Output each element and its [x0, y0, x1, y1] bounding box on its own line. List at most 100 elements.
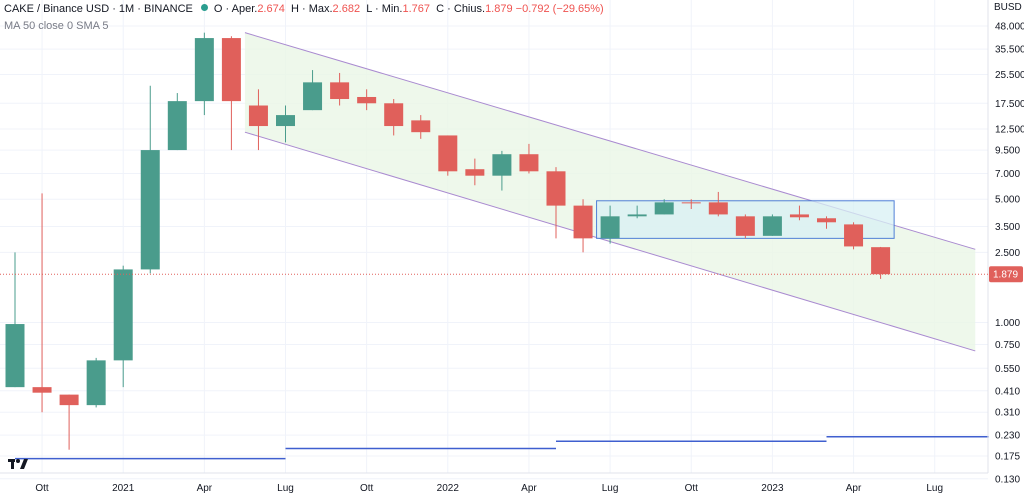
y-tick-label: 25.500 [995, 70, 1024, 81]
candle[interactable] [5, 252, 25, 388]
y-tick-label: 5.000 [995, 195, 1020, 206]
low-label: L [366, 3, 372, 15]
y-tick-label: 2.500 [995, 248, 1020, 259]
close-value: 1.879 [485, 3, 513, 15]
candle-body [519, 154, 539, 172]
candle-body [844, 224, 864, 247]
candle[interactable] [844, 222, 864, 250]
candle[interactable] [735, 214, 755, 239]
candle-body [438, 135, 458, 172]
candle[interactable] [194, 32, 214, 116]
low-value: 1.767 [402, 3, 431, 15]
low-key: Min. [381, 3, 403, 15]
candle[interactable] [86, 357, 106, 408]
close-key: Chius. [453, 3, 486, 15]
candle-body [248, 105, 268, 127]
high-value: 2.682 [332, 3, 361, 15]
y-tick-label: 7.000 [995, 169, 1020, 180]
candle[interactable] [167, 93, 187, 151]
candle-body [465, 169, 485, 176]
y-tick-label: 0.750 [995, 340, 1020, 351]
x-tick-label: Lug [277, 483, 294, 494]
x-tick-label: Ott [685, 483, 699, 494]
y-tick-label: 1.000 [995, 318, 1020, 329]
candle[interactable] [276, 105, 295, 143]
y-tick-label: 0.310 [995, 408, 1020, 419]
candle-body [384, 103, 404, 127]
open-key: Aper. [231, 3, 258, 15]
candle-body [546, 171, 566, 206]
high-label: H [290, 3, 299, 15]
time-axis[interactable]: Ott 2021 Apr Lug Ott 2022 Apr Lug Ott 2023 Apr Lug [35, 483, 943, 494]
y-tick-label: 0.410 [995, 386, 1020, 397]
candle-body [32, 387, 52, 393]
candle[interactable] [627, 205, 647, 219]
candle-body [871, 247, 891, 275]
candle[interactable] [384, 99, 404, 136]
x-tick-label: Apr [521, 483, 537, 494]
candle[interactable] [492, 150, 512, 191]
candle[interactable] [438, 135, 458, 176]
indicator-legend[interactable]: MA 50 close 0 SMA 5 [4, 20, 109, 32]
candle[interactable] [330, 72, 350, 106]
y-tick-label: 0.130 [995, 474, 1020, 485]
legend-ohlc[interactable]: CAKE / Binance USD · 1M · BINANCE O · Ape… [4, 3, 604, 15]
candle-body [86, 360, 106, 406]
candle[interactable] [817, 216, 836, 229]
candle[interactable] [573, 199, 593, 253]
open-value: 2.674 [257, 3, 285, 15]
candle-body [708, 202, 728, 215]
y-tick-label: 12.500 [995, 125, 1024, 136]
x-tick-label: 2022 [437, 483, 460, 494]
currency-label[interactable]: BUSD [994, 2, 1022, 13]
x-tick-label: Apr [846, 483, 862, 494]
grid [0, 0, 988, 480]
candle[interactable] [789, 205, 809, 221]
candle[interactable] [871, 246, 891, 279]
channel-fill [244, 32, 976, 351]
candle-body [492, 154, 512, 176]
market-status-icon [200, 4, 208, 11]
candle-body [357, 96, 377, 104]
candle[interactable] [411, 115, 431, 139]
x-tick-label: 2023 [761, 483, 784, 494]
y-tick-label: 0.550 [995, 364, 1020, 375]
candle-body [167, 101, 187, 151]
candle[interactable] [357, 89, 377, 111]
candle[interactable] [303, 70, 323, 111]
candle-body [411, 120, 431, 133]
candle[interactable] [221, 36, 241, 151]
candle-body [221, 38, 241, 102]
tradingview-logo-icon[interactable] [8, 457, 28, 471]
candle-body [627, 214, 647, 217]
candle[interactable] [681, 199, 701, 210]
candle[interactable] [708, 191, 728, 217]
candle[interactable] [59, 394, 79, 450]
candle[interactable] [600, 205, 620, 244]
candle[interactable] [140, 85, 160, 274]
y-tick-label: 0.230 [995, 431, 1020, 442]
candle[interactable] [32, 193, 52, 413]
candle-body [303, 82, 323, 111]
high-key: Max. [308, 3, 333, 15]
y-tick-label: 35.500 [995, 45, 1024, 56]
x-tick-label: Lug [602, 483, 619, 494]
x-tick-label: Ott [35, 483, 49, 494]
price-axis[interactable]: 48.000 35.500 25.500 17.500 12.500 9.500 7.000… [995, 22, 1024, 486]
candle[interactable] [546, 167, 566, 239]
candle-body [276, 115, 295, 127]
candle[interactable] [762, 214, 782, 236]
close-label: C [436, 3, 445, 15]
candle-body [573, 205, 593, 239]
candle[interactable] [654, 199, 674, 215]
y-tick-label: 3.500 [995, 222, 1020, 233]
candle-body [330, 82, 350, 100]
candle-body [59, 394, 79, 406]
candle[interactable] [113, 265, 133, 388]
candle[interactable] [465, 158, 485, 186]
symbol-title[interactable]: CAKE / Binance USD · 1M · BINANCE [4, 3, 193, 15]
y-tick-label: 48.000 [995, 22, 1024, 33]
candle[interactable] [248, 89, 268, 151]
candle[interactable] [519, 143, 539, 174]
